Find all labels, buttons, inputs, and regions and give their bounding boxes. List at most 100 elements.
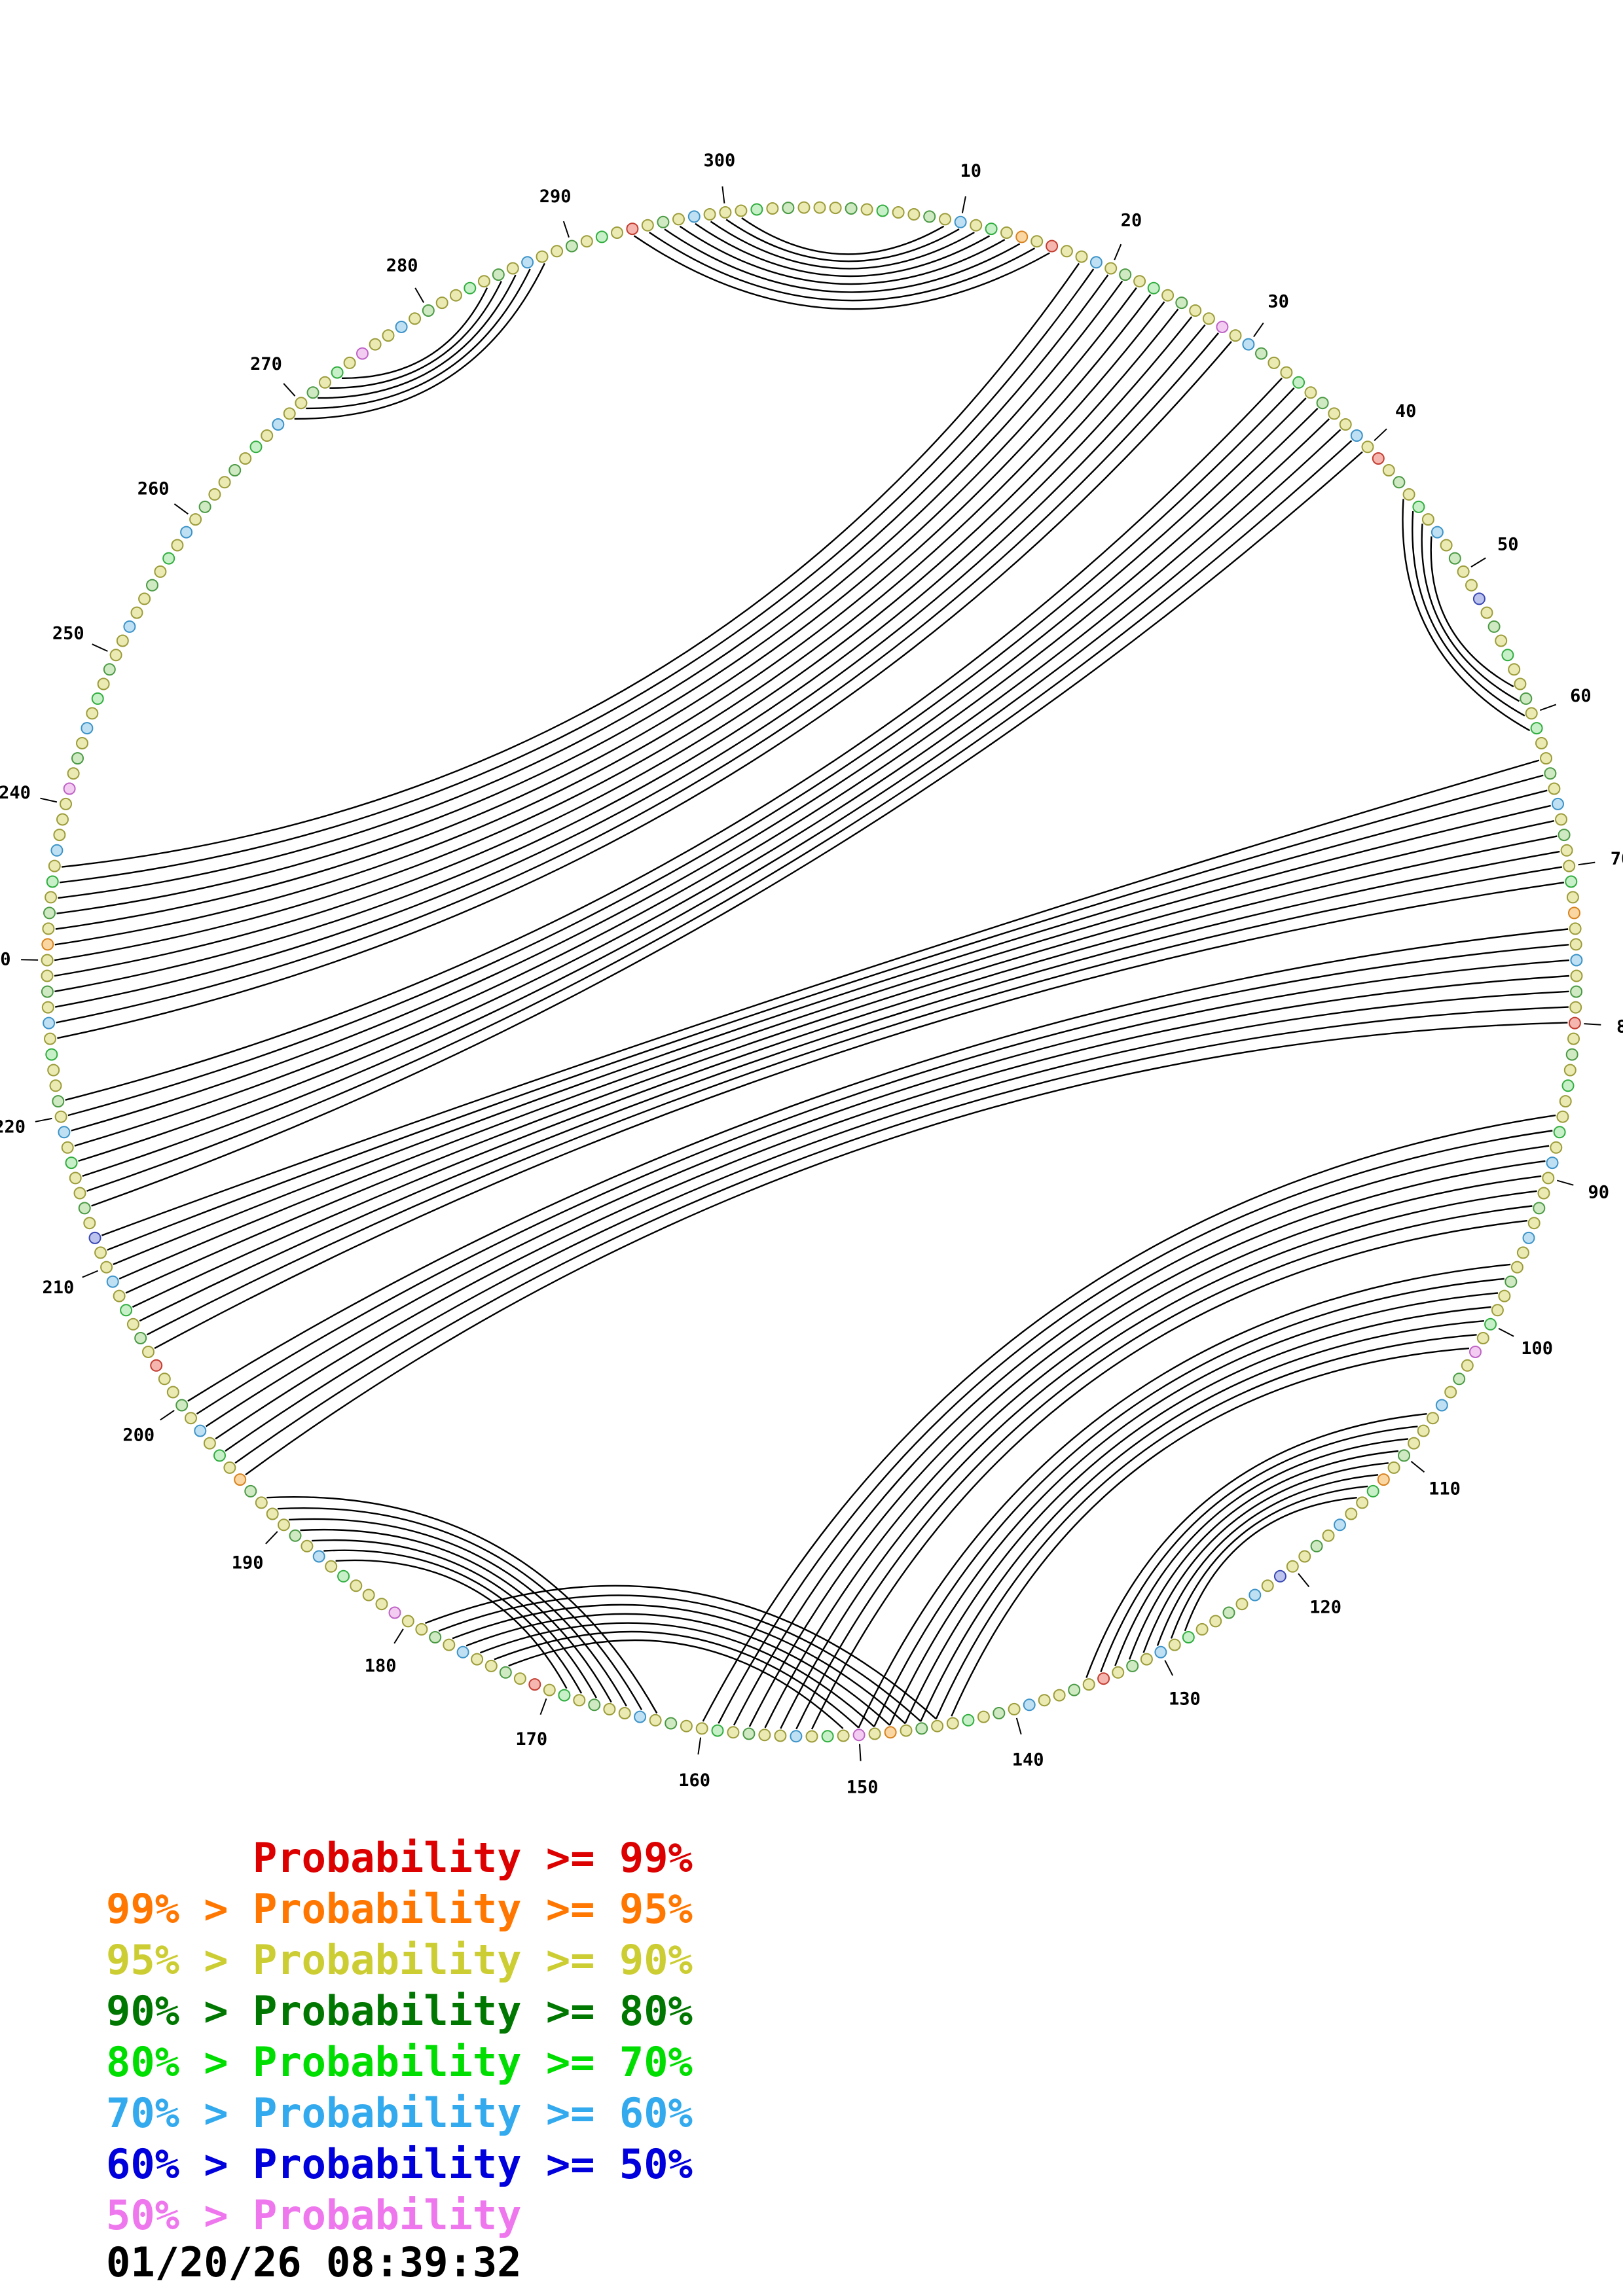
nucleotide-dot (1249, 1588, 1262, 1602)
nucleotide-dot (1491, 1304, 1504, 1317)
nucleotide-dot (138, 592, 151, 605)
nucleotide-dot (113, 1289, 126, 1302)
base-pair-arc (318, 274, 517, 399)
tick-mark (1584, 1023, 1601, 1026)
nucleotide-dot (657, 215, 670, 228)
nucleotide-dot (580, 235, 593, 248)
nucleotide-dot (272, 418, 285, 431)
tick-label: 140 (1012, 1750, 1044, 1770)
legend-entry: 99% > Probability >= 95% (106, 1885, 693, 1933)
nucleotide-dot (146, 579, 158, 592)
base-pair-arc (187, 928, 1569, 1402)
nucleotide-dot (626, 223, 639, 236)
nucleotide-dot (369, 338, 382, 351)
nucleotide-dot (1140, 1653, 1153, 1666)
nucleotide-dot (422, 304, 435, 317)
nucleotide-dot (1053, 1689, 1066, 1702)
nucleotide-dot (1530, 722, 1543, 735)
nucleotide-dot (61, 1141, 74, 1154)
nucleotide-dot (1328, 407, 1341, 420)
nucleotide-dot (42, 922, 55, 935)
nucleotide-dot (946, 1717, 959, 1730)
nucleotide-dot (94, 1246, 107, 1259)
nucleotide-dot (813, 201, 826, 214)
nucleotide-dot (1448, 552, 1461, 565)
nucleotide-dot (782, 202, 795, 215)
tick-label: 150 (847, 1778, 879, 1798)
tick-mark (173, 503, 189, 515)
tick-mark (1015, 1717, 1022, 1735)
nucleotide-dot (213, 1449, 226, 1462)
base-pair-arc (1114, 1438, 1409, 1666)
nucleotide-dot (41, 1001, 54, 1014)
base-pair-arc (56, 332, 1219, 1024)
tick-mark (1374, 428, 1387, 441)
nucleotide-dot (1082, 1678, 1095, 1691)
nucleotide-dot (1568, 906, 1580, 920)
nucleotide-dot (255, 1496, 268, 1509)
nucleotide-dot (1567, 1032, 1580, 1045)
nucleotide-dot (1366, 1484, 1379, 1498)
nucleotide-dot (356, 347, 369, 360)
nucleotide-dot (123, 620, 136, 633)
nucleotide-dot (306, 386, 319, 399)
nucleotide-dot (343, 356, 356, 369)
nucleotide-dot (758, 1729, 771, 1742)
nucleotide-dot (1559, 1095, 1572, 1108)
tick-label: 180 (365, 1656, 397, 1676)
base-pair-arc (1412, 511, 1525, 717)
base-pair-arc (205, 959, 1569, 1427)
nucleotide-dot (680, 1719, 693, 1732)
nucleotide-dot (1461, 1359, 1474, 1372)
base-pair-arc (323, 1549, 583, 1694)
nucleotide-dot (970, 219, 983, 232)
nucleotide-dot (1504, 1275, 1518, 1288)
nucleotide-dot (1235, 1598, 1249, 1611)
nucleotide-dot (1126, 1659, 1139, 1672)
nucleotide-dot (244, 1484, 257, 1498)
legend-entry: 95% > Probability >= 90% (106, 1936, 693, 1984)
nucleotide-dot (60, 797, 72, 810)
nucleotide-dot (1000, 226, 1013, 239)
tick-label: 20 (1121, 210, 1142, 230)
tick-mark (393, 1628, 404, 1644)
base-pair-arc (725, 219, 960, 262)
nucleotide-dot (1112, 1666, 1125, 1679)
nucleotide-dot (1304, 386, 1317, 399)
nucleotide-dot (45, 1048, 58, 1061)
base-pair-arc (780, 1190, 1537, 1729)
nucleotide-dot (228, 464, 242, 476)
base-pair-arc (811, 1219, 1527, 1730)
nucleotide-dot (81, 722, 94, 735)
base-pair-arc (74, 408, 1319, 1147)
tick-label: 100 (1521, 1338, 1553, 1359)
base-pair-arc (54, 308, 1179, 977)
nucleotide-dot (41, 954, 54, 967)
nucleotide-dot (923, 210, 936, 223)
nucleotide-dot (477, 275, 490, 288)
nucleotide-dot (1520, 692, 1533, 705)
nucleotide-dot (120, 1304, 133, 1317)
base-pair-arc (82, 429, 1341, 1177)
nucleotide-dot (456, 1645, 469, 1659)
nucleotide-dot (162, 552, 175, 565)
nucleotide-dot (318, 376, 331, 389)
base-pair-arc (234, 1006, 1569, 1464)
nucleotide-dot (43, 906, 56, 920)
tick-label: 70 (1611, 849, 1623, 869)
nucleotide-dot (900, 1724, 913, 1737)
nucleotide-dot (985, 223, 998, 236)
base-pair-arc (91, 451, 1363, 1207)
nucleotide-dot (860, 203, 873, 216)
base-pair-arc (904, 1306, 1491, 1724)
nucleotide-dot (1261, 1579, 1274, 1592)
nucleotide-dot (1546, 1157, 1559, 1170)
nucleotide-dot (1356, 1496, 1369, 1509)
nucleotide-dot (1527, 1217, 1541, 1230)
tick-mark (562, 221, 570, 238)
nucleotide-dot (1435, 1399, 1448, 1412)
nucleotide-dot (1097, 1672, 1110, 1685)
tick-label: 300 (704, 151, 736, 171)
tick-mark (1298, 1573, 1310, 1588)
base-pair-arc (425, 1585, 937, 1720)
